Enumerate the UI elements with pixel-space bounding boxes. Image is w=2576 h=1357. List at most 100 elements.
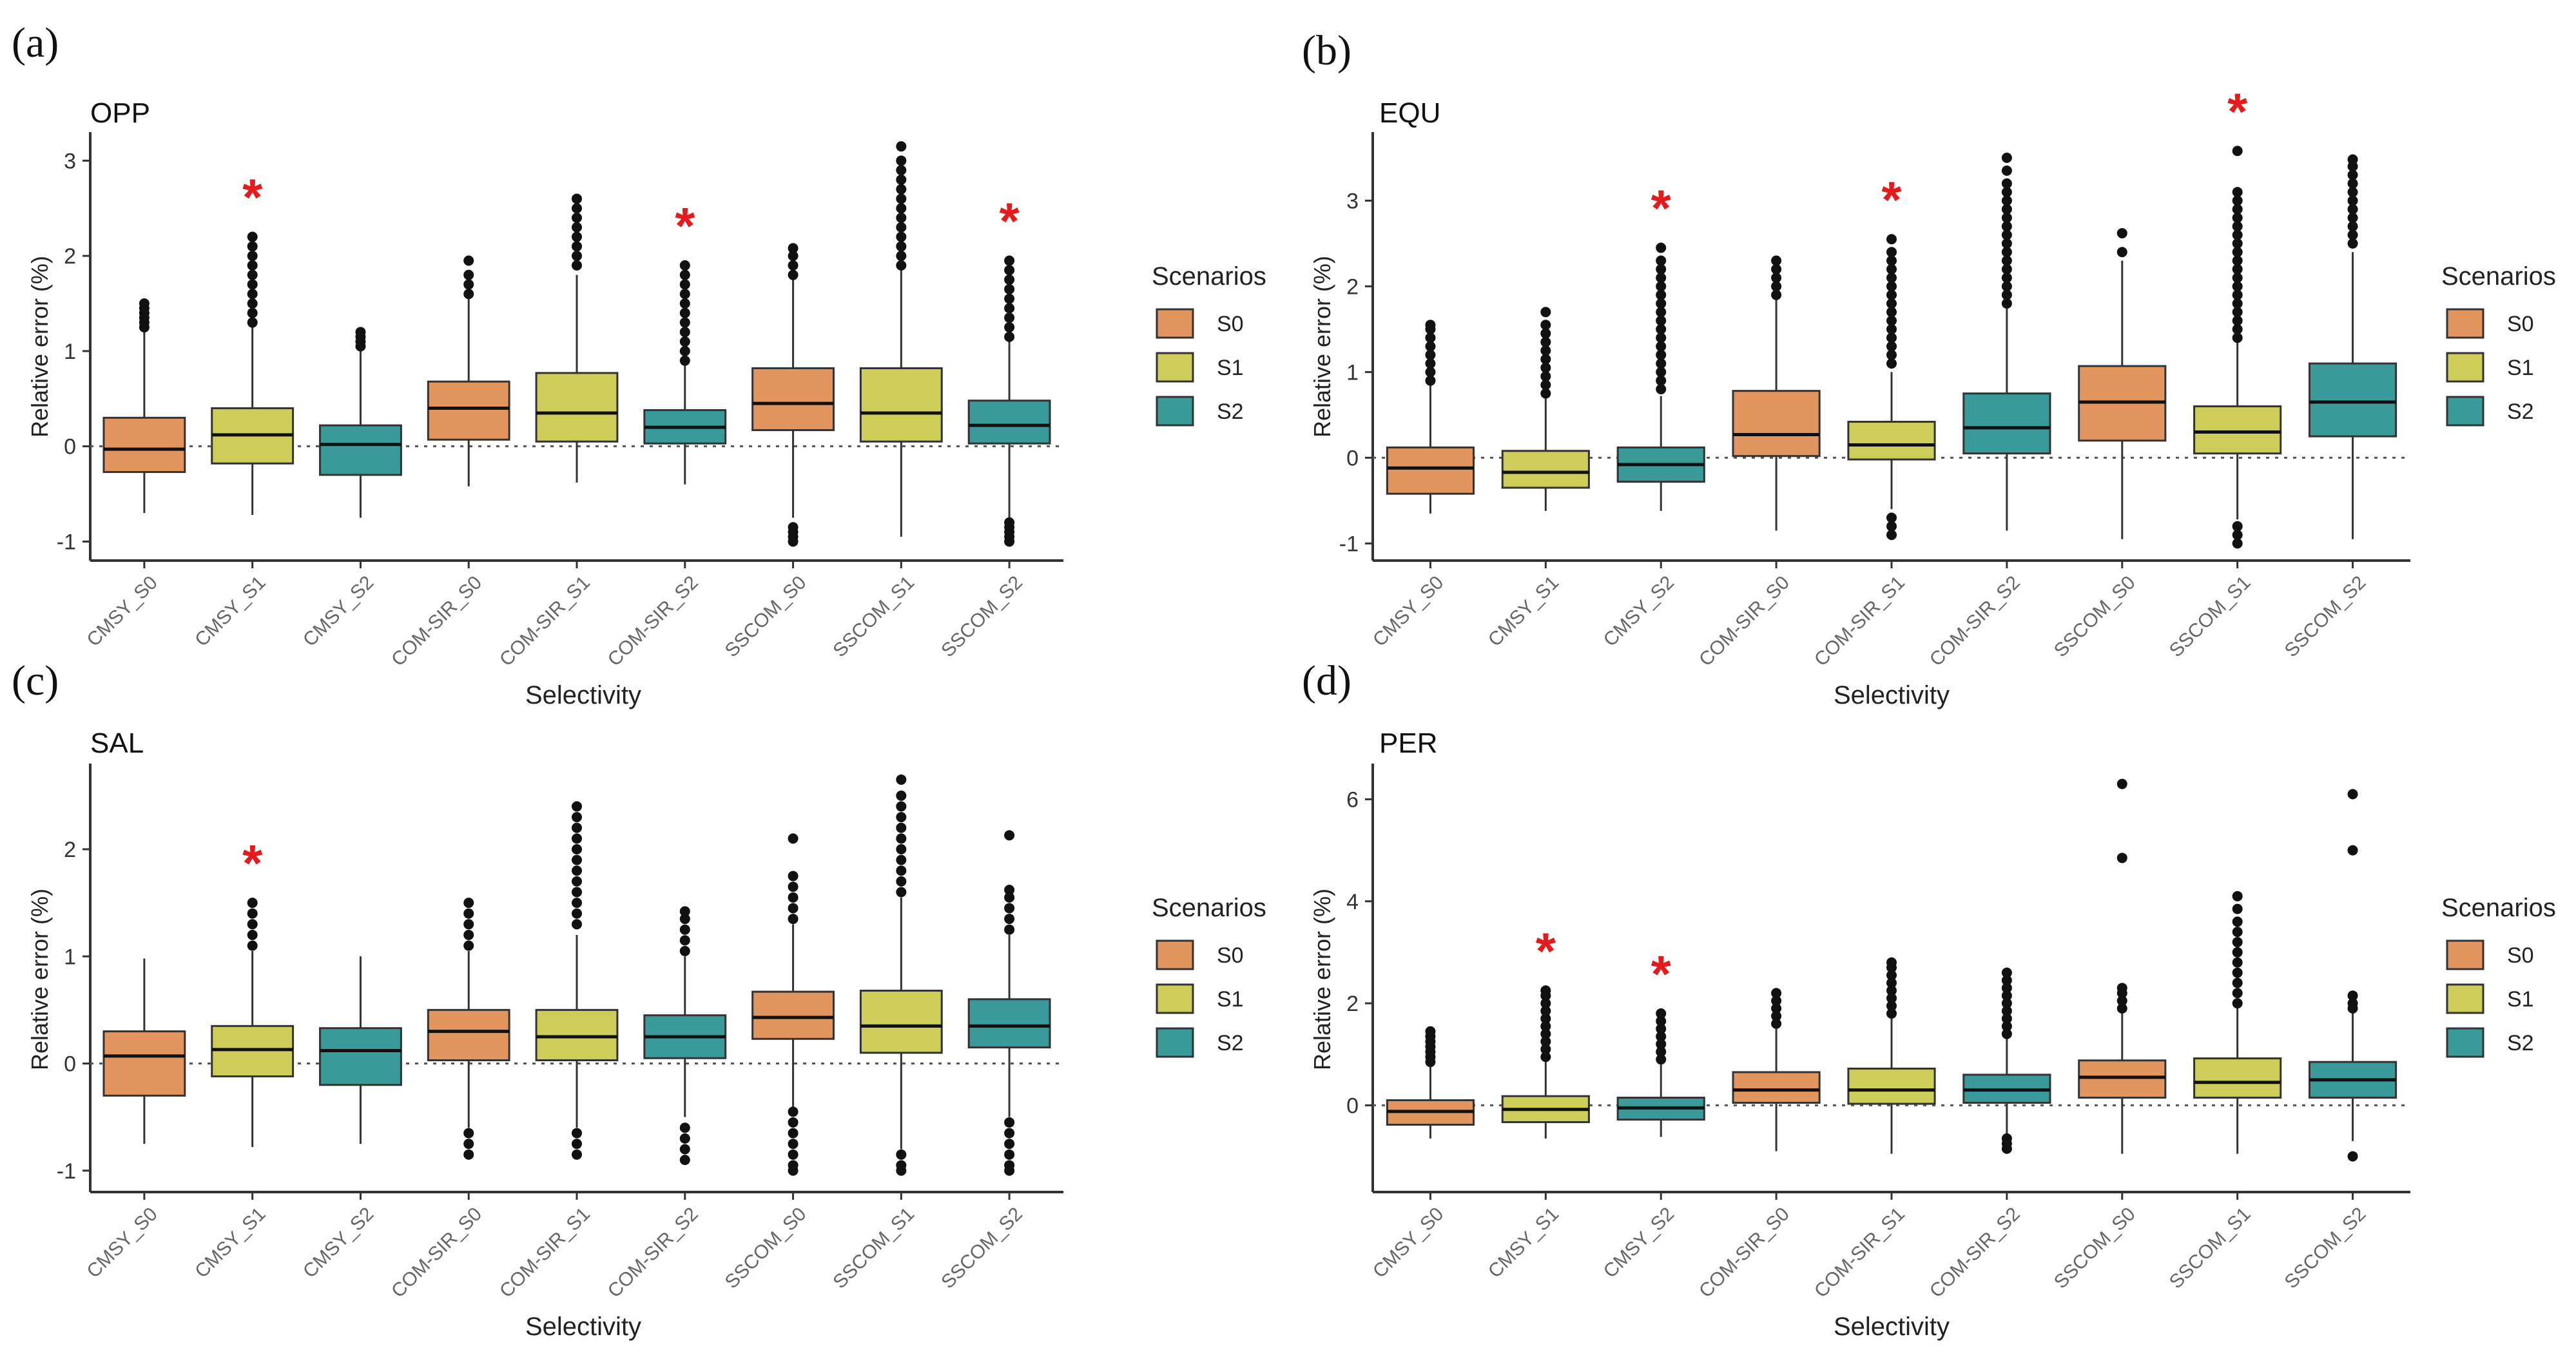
outlier-point	[247, 317, 258, 328]
outlier-point	[247, 908, 258, 919]
outlier-point	[463, 898, 474, 909]
legend-swatch-s0	[2446, 939, 2484, 970]
outlier-point	[572, 251, 582, 262]
x-tick-label: CMSY_S2	[299, 572, 378, 651]
outlier-point	[1886, 977, 1897, 988]
outlier-point	[2001, 998, 2012, 1009]
outlier-point	[2001, 1005, 2012, 1016]
outlier-point	[896, 193, 907, 204]
box-cmsy_s1	[1501, 450, 1590, 489]
x-tick-label: SSCOM_S2	[2281, 572, 2370, 662]
outlier-point	[1425, 375, 1436, 386]
outlier-point	[463, 279, 474, 290]
outlier-point	[572, 822, 582, 833]
outlier-point	[1004, 1165, 1015, 1176]
outlier-point	[572, 222, 582, 233]
y-tick-label: -1	[57, 530, 76, 554]
panel-c: (c) SAL Relative error (%) Selectivity -…	[12, 657, 1266, 1341]
outlier-point	[463, 269, 474, 280]
outlier-point	[572, 812, 582, 823]
significance-star: *	[1000, 193, 1020, 250]
panel-title: PER	[1379, 727, 1437, 759]
panel-b: (b) EQU Relative error (%) Selectivity -…	[1302, 27, 2556, 709]
outlier-point	[247, 298, 258, 309]
outlier-point	[896, 184, 907, 195]
outlier-point	[463, 1128, 474, 1139]
box-sscom_s0	[2078, 1059, 2167, 1099]
x-tick-label: COM-SIR_S1	[496, 1204, 594, 1302]
legend-label-s2: S2	[1217, 1031, 1244, 1055]
outlier-point	[1886, 264, 1897, 274]
outlier-point	[247, 919, 258, 930]
outlier-point	[896, 844, 907, 854]
outlier-point	[679, 260, 690, 271]
outlier-point	[1004, 924, 1015, 935]
outlier-point	[247, 898, 258, 909]
legend-swatch-s0	[1156, 308, 1194, 339]
outlier-point	[1004, 265, 1015, 276]
outlier-point	[788, 903, 799, 914]
outlier-point	[2232, 947, 2243, 958]
outlier-point	[896, 141, 907, 152]
y-tick-label: 0	[1346, 1093, 1359, 1118]
outlier-point	[2347, 998, 2358, 1009]
legend-label-s2: S2	[2507, 399, 2534, 424]
outlier-point	[788, 269, 799, 280]
outlier-point	[1004, 274, 1015, 285]
outlier-point	[1656, 384, 1667, 394]
box-sscom_s2	[2308, 362, 2397, 438]
outlier-point	[572, 887, 582, 898]
outlier-point	[788, 251, 799, 262]
outlier-point	[572, 193, 582, 204]
panel-title: OPP	[90, 97, 150, 129]
outlier-point	[2001, 195, 2012, 206]
box-sscom_s1	[2193, 1057, 2282, 1099]
outlier-point	[1886, 521, 1897, 532]
outlier-point	[572, 908, 582, 919]
outlier-point	[2116, 778, 2127, 789]
outlier-point	[2232, 247, 2243, 258]
outlier-point	[2116, 1003, 2127, 1014]
outlier-point	[572, 260, 582, 271]
outlier-point	[572, 898, 582, 909]
box-com-sir_s1	[1847, 421, 1936, 461]
outlier-point	[2232, 927, 2243, 938]
outlier-point	[2001, 1013, 2012, 1024]
outlier-point	[2232, 530, 2243, 541]
outlier-point	[2001, 289, 2012, 300]
outlier-point	[2116, 983, 2127, 994]
outlier-point	[1004, 536, 1015, 547]
outlier-point	[2001, 975, 2012, 986]
outlier-point	[2232, 307, 2243, 318]
outlier-point	[1004, 885, 1015, 896]
outlier-point	[896, 812, 907, 823]
outlier-point	[1004, 830, 1015, 841]
outlier-point	[1656, 1031, 1667, 1042]
outlier-point	[2347, 195, 2358, 206]
x-axis-label: Selectivity	[525, 1313, 641, 1341]
outlier-point	[1886, 247, 1897, 258]
box-com-sir_s0	[1732, 390, 1821, 457]
outlier-point	[788, 892, 799, 903]
outlier-point	[1540, 1052, 1551, 1063]
x-tick-label: SSCOM_S1	[829, 572, 918, 662]
outlier-point	[2232, 977, 2243, 988]
outlier-point	[1886, 332, 1897, 343]
outlier-point	[1771, 1010, 1782, 1021]
outlier-point	[2116, 852, 2127, 863]
legend-label-s1: S1	[2507, 987, 2534, 1012]
outlier-point	[247, 241, 258, 252]
outlier-point	[1886, 993, 1897, 1004]
outlier-point	[1886, 1001, 1897, 1012]
y-tick-label: 1	[64, 945, 76, 969]
x-tick-label: CMSY_S0	[1369, 1204, 1448, 1282]
outlier-point	[1656, 358, 1667, 369]
box-cmsy_s0	[102, 416, 186, 474]
outlier-point	[247, 251, 258, 262]
outlier-point	[1771, 255, 1782, 266]
outlier-point	[2232, 187, 2243, 198]
outlier-point	[1886, 307, 1897, 318]
outlier-point	[1540, 1005, 1551, 1016]
outlier-point	[2347, 789, 2358, 800]
y-tick-label: 2	[64, 838, 76, 862]
